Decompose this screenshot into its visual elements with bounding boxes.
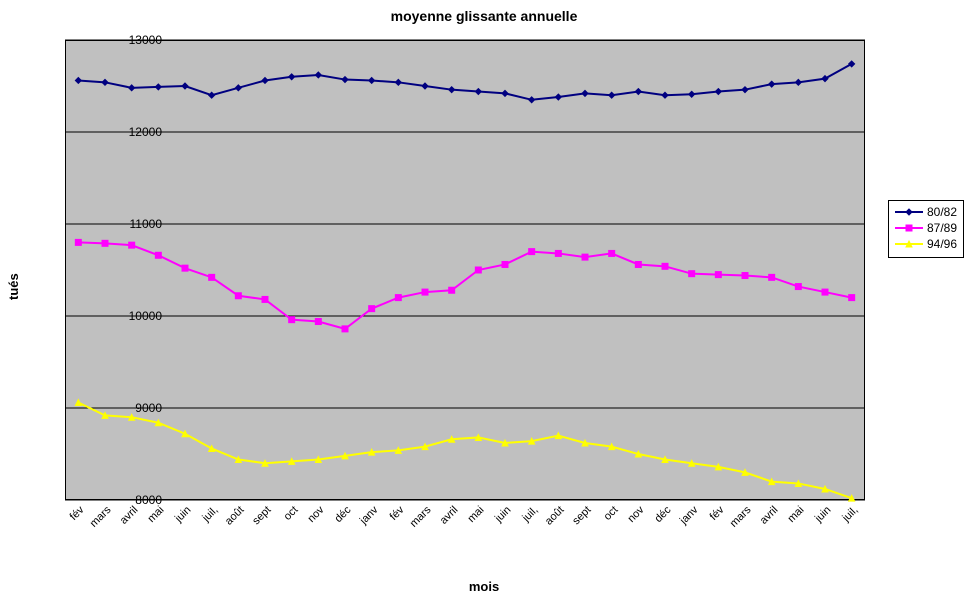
x-tick: mars bbox=[728, 504, 754, 530]
x-tick: sept bbox=[250, 504, 273, 527]
legend-item: 80/82 bbox=[895, 205, 957, 219]
x-tick: oct bbox=[601, 504, 620, 523]
x-tick: nov bbox=[306, 504, 327, 525]
x-tick: avril bbox=[437, 504, 460, 527]
x-tick: janv bbox=[357, 504, 380, 527]
legend-swatch bbox=[895, 238, 923, 250]
x-tick: avril bbox=[117, 504, 140, 527]
y-tick: 8000 bbox=[112, 493, 162, 507]
x-tick: mai bbox=[146, 504, 167, 525]
legend-label: 80/82 bbox=[927, 205, 957, 219]
x-tick: déc bbox=[332, 504, 353, 525]
x-tick: fév bbox=[68, 504, 87, 523]
plot-svg bbox=[65, 40, 865, 500]
x-tick: fév bbox=[708, 504, 727, 523]
x-tick: nov bbox=[626, 504, 647, 525]
x-tick: juin bbox=[493, 504, 514, 525]
chart-title: moyenne glissante annuelle bbox=[0, 8, 968, 24]
legend: 80/82 87/89 94/96 bbox=[888, 200, 964, 258]
x-tick: juil, bbox=[840, 504, 860, 524]
plot-area bbox=[65, 40, 865, 500]
x-tick: août bbox=[543, 504, 567, 528]
x-tick: août bbox=[223, 504, 247, 528]
x-tick: juil, bbox=[200, 504, 220, 524]
x-tick: mars bbox=[88, 504, 114, 530]
x-tick: juil, bbox=[520, 504, 540, 524]
x-tick: déc bbox=[652, 504, 673, 525]
x-tick: sept bbox=[570, 504, 593, 527]
y-axis-label: tués bbox=[6, 273, 21, 300]
legend-label: 94/96 bbox=[927, 237, 957, 251]
chart-container: moyenne glissante annuelle tués mois 800… bbox=[0, 0, 968, 600]
legend-label: 87/89 bbox=[927, 221, 957, 235]
y-tick: 13000 bbox=[112, 33, 162, 47]
y-tick: 9000 bbox=[112, 401, 162, 415]
x-tick: juin bbox=[813, 504, 834, 525]
y-tick: 11000 bbox=[112, 217, 162, 231]
x-tick: fév bbox=[388, 504, 407, 523]
x-tick: janv bbox=[677, 504, 700, 527]
y-tick: 12000 bbox=[112, 125, 162, 139]
x-tick: avril bbox=[757, 504, 780, 527]
legend-item: 87/89 bbox=[895, 221, 957, 235]
x-tick: oct bbox=[281, 504, 300, 523]
x-tick: mars bbox=[408, 504, 434, 530]
x-tick: mai bbox=[466, 504, 487, 525]
x-tick: juin bbox=[173, 504, 194, 525]
legend-item: 94/96 bbox=[895, 237, 957, 251]
x-axis-label: mois bbox=[0, 579, 968, 594]
y-tick: 10000 bbox=[112, 309, 162, 323]
x-tick: mai bbox=[786, 504, 807, 525]
legend-swatch bbox=[895, 222, 923, 234]
legend-swatch bbox=[895, 206, 923, 218]
